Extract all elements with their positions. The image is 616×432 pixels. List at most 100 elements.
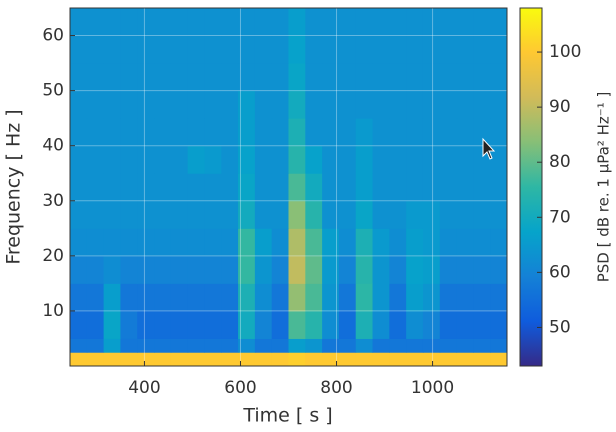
heatmap-cell	[271, 352, 289, 367]
heatmap-cell	[456, 338, 474, 353]
heatmap-cell	[305, 118, 323, 147]
heatmap-cell	[338, 118, 357, 147]
heatmap-cell	[406, 63, 424, 92]
heatmap-cell	[288, 200, 306, 229]
heatmap-cell	[389, 118, 407, 147]
heatmap-cell	[204, 173, 222, 202]
heatmap-cell	[221, 228, 239, 257]
heatmap-cell	[86, 352, 105, 367]
heatmap-cell	[406, 310, 424, 339]
heatmap-cell	[86, 35, 105, 64]
heatmap-cell	[70, 145, 88, 174]
heatmap-cell	[288, 63, 306, 92]
heatmap-cell	[422, 283, 441, 312]
heatmap-cell	[439, 352, 458, 367]
heatmap-cell	[288, 145, 306, 174]
heatmap-cell	[120, 338, 138, 353]
heatmap-cell	[154, 173, 172, 202]
heatmap-cell	[204, 310, 222, 339]
heatmap-cell	[170, 200, 189, 229]
heatmap-cell	[120, 352, 138, 367]
heatmap-cell	[70, 35, 88, 64]
heatmap-cell	[389, 63, 407, 92]
heatmap-cell	[120, 63, 138, 92]
heatmap-cell	[221, 255, 239, 284]
heatmap-cell	[254, 145, 273, 174]
heatmap-cell	[355, 228, 374, 257]
x-tick-label: 400	[128, 378, 160, 398]
heatmap-cell	[439, 8, 458, 37]
heatmap-cell	[204, 90, 222, 119]
heatmap-cell	[389, 200, 407, 229]
heatmap-cell	[288, 90, 306, 119]
heatmap-cell	[238, 63, 256, 92]
heatmap-cell	[473, 118, 491, 147]
heatmap-cell	[187, 310, 205, 339]
colorbar-tick-label: 100	[549, 42, 581, 62]
heatmap-cell	[254, 118, 273, 147]
heatmap-cell	[103, 200, 121, 229]
heatmap-cell	[170, 338, 189, 353]
heatmap-cell	[406, 35, 424, 64]
heatmap-cell	[154, 8, 172, 37]
heatmap-cell	[322, 255, 340, 284]
heatmap-cell	[406, 118, 424, 147]
heatmap-cell	[204, 255, 222, 284]
colorbar-label: PSD [ dB re. 1 μPa² Hz⁻¹ ]	[595, 92, 613, 283]
heatmap-cell	[490, 145, 508, 174]
heatmap-cell	[187, 228, 205, 257]
heatmap-cell	[422, 63, 441, 92]
heatmap-cell	[137, 228, 155, 257]
heatmap-cell	[355, 63, 374, 92]
heatmap-cell	[137, 283, 155, 312]
heatmap-cell	[271, 118, 289, 147]
heatmap-cell	[70, 352, 88, 367]
heatmap-cell	[271, 63, 289, 92]
heatmap-cell	[439, 90, 458, 119]
heatmap-cell	[439, 63, 458, 92]
heatmap-cell	[322, 35, 340, 64]
x-tick-label: 1000	[411, 378, 454, 398]
heatmap-cell	[271, 200, 289, 229]
heatmap-cell	[490, 8, 508, 37]
heatmap-cell	[322, 310, 340, 339]
heatmap-cell	[70, 200, 88, 229]
heatmap-cell	[389, 35, 407, 64]
heatmap-cell	[473, 310, 491, 339]
heatmap-cell	[490, 63, 508, 92]
heatmap-cell	[170, 118, 189, 147]
heatmap-cell	[204, 118, 222, 147]
colorbar	[519, 7, 543, 367]
heatmap-cell	[254, 310, 273, 339]
heatmap-cell	[204, 352, 222, 367]
heatmap-cell	[389, 145, 407, 174]
heatmap-cell	[170, 63, 189, 92]
heatmap-cell	[439, 283, 458, 312]
heatmap-cell	[86, 310, 105, 339]
x-axis-label: Time [ s ]	[242, 405, 332, 427]
heatmap-cell	[254, 90, 273, 119]
heatmap-cell	[490, 310, 508, 339]
heatmap-cell	[221, 90, 239, 119]
heatmap-cell	[86, 118, 105, 147]
heatmap-cell	[137, 255, 155, 284]
heatmap-cell	[473, 228, 491, 257]
heatmap-cell	[422, 145, 441, 174]
heatmap-cell	[456, 145, 474, 174]
heatmap-cell	[154, 352, 172, 367]
heatmap-cell	[422, 173, 441, 202]
heatmap-cell	[170, 228, 189, 257]
heatmap-cell	[456, 352, 474, 367]
heatmap-cell	[137, 145, 155, 174]
heatmap-cell	[355, 310, 374, 339]
heatmap-cell	[221, 352, 239, 367]
heatmap-cell	[271, 310, 289, 339]
heatmap-cell	[473, 255, 491, 284]
heatmap-cell	[238, 35, 256, 64]
heatmap-cell	[406, 283, 424, 312]
heatmap-cell	[120, 118, 138, 147]
heatmap-cell	[238, 255, 256, 284]
heatmap-cell	[238, 338, 256, 353]
heatmap-cell	[170, 145, 189, 174]
